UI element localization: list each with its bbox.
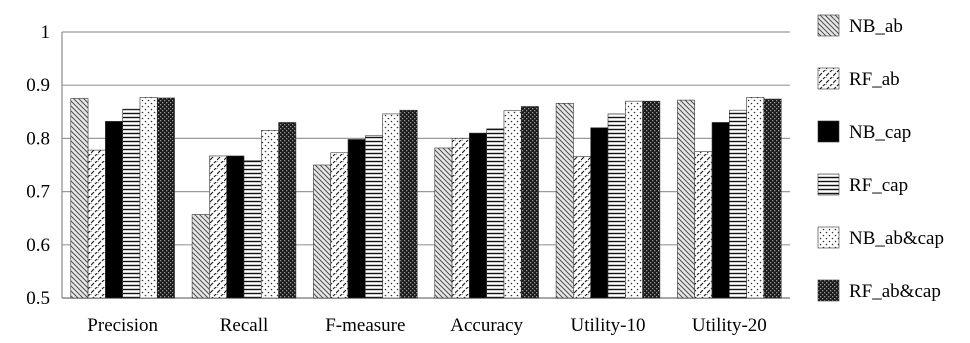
legend-swatch [817, 14, 840, 37]
bar-nb-ab-accuracy [434, 147, 453, 299]
bar-nb-ab-f-measure [313, 164, 332, 299]
x-tick-label: Precision [87, 315, 158, 336]
legend-item: NB_cap [817, 120, 911, 143]
bar-nb-ab-utility-20 [677, 99, 696, 299]
y-tick-label: 0.8 [26, 128, 50, 149]
bar-rf-cap-accuracy [486, 128, 505, 299]
legend-label: NB_ab&cap [849, 228, 944, 249]
legend-item: RF_ab [817, 67, 900, 90]
bar-rf-cap-recall [243, 160, 262, 299]
bar-rf-ab-cap-precision [156, 97, 175, 299]
bar-nb-ab-cap-recall [260, 130, 279, 299]
legend: NB_ab RF_ab NB_cap RF_cap NB_ab&cap RF_ab&cap [817, 14, 944, 302]
bars [70, 97, 782, 299]
y-tick-label: 0.5 [26, 288, 50, 309]
legend-swatch [817, 226, 840, 249]
x-tick-label: Utility-20 [692, 315, 767, 336]
bar-nb-cap-f-measure [347, 139, 366, 299]
bar-rf-cap-precision [122, 108, 141, 299]
x-tick-label: Utility-10 [571, 315, 646, 336]
legend-item: RF_cap [817, 173, 908, 196]
bar-nb-ab-precision [70, 98, 89, 299]
legend-label: NB_cap [849, 122, 911, 143]
bar-rf-ab-utility-10 [573, 156, 592, 299]
y-tick-label: 0.9 [26, 75, 50, 96]
bar-rf-ab-recall [209, 155, 227, 299]
legend-item: RF_ab&cap [817, 279, 941, 302]
legend-label: RF_cap [849, 175, 908, 196]
legend-swatch [817, 173, 840, 196]
bar-rf-cap-f-measure [365, 135, 383, 299]
bar-rf-ab-utility-20 [694, 151, 713, 299]
bar-nb-ab-cap-f-measure [382, 113, 401, 299]
legend-item: NB_ab&cap [817, 226, 944, 249]
bar-nb-cap-recall [226, 155, 245, 299]
x-tick-labels: Precision Recall F-measure Accuracy Utility-… [87, 315, 767, 336]
y-tick-label: 1 [41, 22, 51, 43]
bar-nb-ab-utility-10 [555, 102, 574, 299]
legend-item: NB_ab [817, 14, 903, 37]
legend-label: NB_ab [849, 16, 903, 37]
bar-rf-cap-utility-10 [607, 113, 626, 299]
bar-nb-ab-cap-precision [139, 97, 158, 299]
x-tick-label: Accuracy [450, 315, 523, 336]
bar-nb-cap-accuracy [469, 132, 487, 299]
x-tick-label: Recall [220, 315, 269, 336]
bar-rf-ab-precision [87, 149, 106, 299]
legend-label: RF_ab [849, 69, 900, 90]
legend-swatch [817, 67, 840, 90]
bar-rf-ab-cap-utility-20 [763, 98, 782, 299]
bar-rf-ab-f-measure [330, 152, 349, 299]
bar-nb-cap-utility-10 [590, 127, 609, 299]
y-tick-labels: 0.5 0.6 0.7 0.8 0.9 1 [26, 22, 50, 309]
bar-nb-cap-utility-20 [711, 122, 730, 299]
bar-rf-ab-cap-utility-10 [642, 100, 661, 299]
legend-label: RF_ab&cap [849, 281, 941, 302]
bar-nb-ab-cap-utility-10 [624, 100, 643, 299]
y-tick-label: 0.6 [26, 235, 50, 256]
bar-rf-cap-utility-20 [729, 109, 747, 299]
x-tick-label: F-measure [325, 315, 405, 336]
bar-rf-ab-cap-f-measure [399, 109, 418, 299]
legend-swatch [817, 120, 840, 143]
y-tick-label: 0.7 [26, 182, 50, 203]
bar-rf-ab-cap-accuracy [520, 106, 539, 299]
gridlines [62, 31, 790, 246]
legend-swatch [817, 279, 840, 302]
bar-nb-ab-cap-accuracy [503, 110, 522, 299]
bar-nb-ab-recall [191, 214, 210, 299]
bar-nb-cap-precision [105, 121, 123, 299]
axes [61, 32, 790, 299]
bar-rf-ab-accuracy [451, 138, 470, 299]
bar-nb-ab-cap-utility-20 [746, 97, 765, 299]
bar-rf-ab-cap-recall [278, 122, 297, 299]
